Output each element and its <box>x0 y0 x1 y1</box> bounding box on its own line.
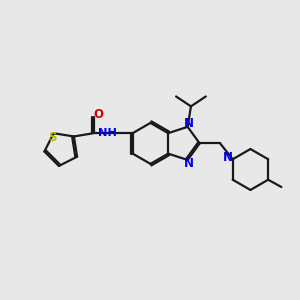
Text: NH: NH <box>98 128 117 138</box>
Text: O: O <box>93 108 103 121</box>
Text: N: N <box>184 117 194 130</box>
Text: N: N <box>184 157 194 170</box>
Text: S: S <box>48 131 56 144</box>
Text: N: N <box>223 151 233 164</box>
